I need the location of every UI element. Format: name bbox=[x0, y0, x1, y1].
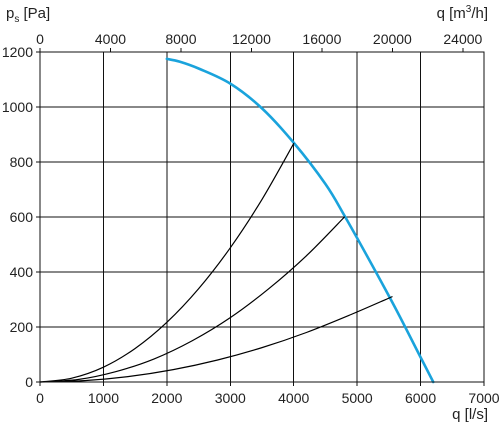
x2-tick-label: 16000 bbox=[302, 31, 341, 47]
y-axis-title: ps [Pa] bbox=[6, 5, 50, 25]
system-curve-line-3 bbox=[39, 296, 393, 383]
y-tick-label: 1000 bbox=[2, 99, 33, 115]
grid bbox=[40, 52, 484, 382]
y-tick-label: 1200 bbox=[2, 44, 33, 60]
y-tick-label: 400 bbox=[10, 264, 34, 280]
x-tick-label: 0 bbox=[36, 390, 44, 406]
top-x-axis-title: q [m3/h] bbox=[437, 4, 488, 22]
x-tick-label: 5000 bbox=[342, 390, 373, 406]
x2-tick-label: 20000 bbox=[373, 31, 412, 47]
series-layer bbox=[39, 57, 435, 384]
x2-tick-label: 0 bbox=[36, 31, 44, 47]
x-tick-label: 3000 bbox=[215, 390, 246, 406]
bottom-axis-ticks: 0 1000 2000 3000 4000 5000 6000 7000 bbox=[36, 382, 500, 406]
x2-tick-label: 12000 bbox=[232, 31, 271, 47]
fan-curve-line bbox=[165, 57, 435, 384]
y-tick-label: 600 bbox=[10, 209, 34, 225]
system-curve-line-2 bbox=[39, 216, 346, 383]
x-tick-label: 7000 bbox=[468, 390, 499, 406]
system-curve-line-1 bbox=[39, 142, 295, 383]
x2-tick-label: 24000 bbox=[443, 31, 482, 47]
x-tick-label: 6000 bbox=[405, 390, 436, 406]
top-axis-ticks: 0 4000 8000 12000 16000 20000 24000 bbox=[36, 31, 483, 52]
x2-tick-label: 4000 bbox=[95, 31, 126, 47]
left-axis-ticks: 0 200 400 600 800 1000 1200 bbox=[2, 44, 40, 390]
x2-tick-label: 8000 bbox=[165, 31, 196, 47]
y-tick-label: 0 bbox=[25, 374, 33, 390]
y-tick-label: 800 bbox=[10, 154, 34, 170]
x-tick-label: 1000 bbox=[88, 390, 119, 406]
x-axis-title: q [l/s] bbox=[452, 406, 488, 423]
x-tick-label: 2000 bbox=[151, 390, 182, 406]
y-tick-label: 200 bbox=[10, 319, 34, 335]
x-tick-label: 4000 bbox=[278, 390, 309, 406]
